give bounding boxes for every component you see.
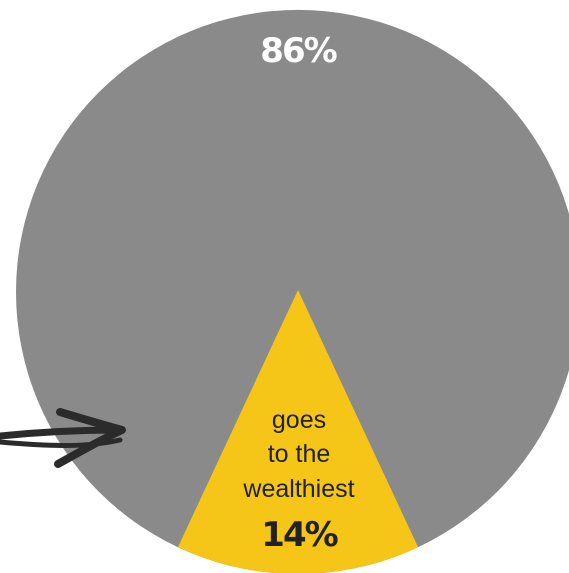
annotation-line-3: wealthiest (242, 475, 354, 503)
slice-value-label-wealthiest: 14% (261, 515, 337, 555)
pie-slice-wealthiest (177, 290, 419, 573)
annotation-line-1: goes (272, 406, 326, 434)
annotation-line-2: to the (268, 440, 331, 468)
pie-slice-majority (16, 10, 569, 573)
slice-value-label-majority: 86% (260, 31, 336, 71)
arrow-icon (0, 408, 126, 468)
